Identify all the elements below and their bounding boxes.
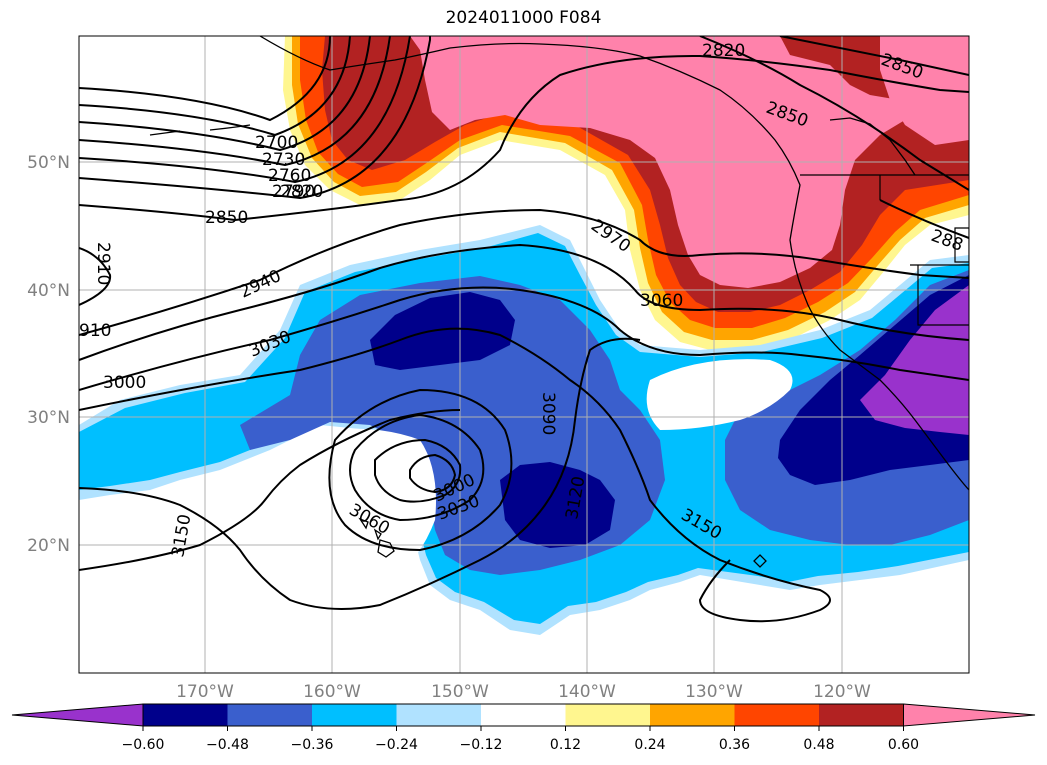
contour-label: 2790 [272,182,315,202]
colorbar-tick-label: −0.48 [206,737,249,753]
political-borders [800,174,969,326]
contour-label: 2700 [255,133,298,153]
colorbar-tick-label: −0.36 [291,737,334,753]
colorbar-tick-label: 0.36 [719,737,750,753]
colorbar-tick-label: −0.12 [460,737,503,753]
contour-label: 2850 [205,208,248,228]
lon-label-140w: 140°W [558,682,616,702]
contour-label: 3090 [538,392,558,435]
contour-label: 2820 [702,41,745,61]
colorbar-outline [142,703,904,727]
height-contours [79,36,969,623]
colorbar-tick-label: 0.60 [888,737,919,753]
lon-label-120w: 120°W [813,682,871,702]
latitude-axis: 50°N 40°N 30°N 20°N [27,153,70,556]
colorbar-segment [734,704,819,726]
longitude-axis: 170°W 160°W 150°W 140°W 130°W 120°W [176,682,871,702]
contour-labels: 2700 2730 2760 2790 2820 2850 2910 910 2… [79,41,966,559]
colorbar: −0.60 −0.48 −0.36 −0.24 −0.12 0.12 0.24 0.36 0.4… [11,703,1036,753]
positive-anomaly-pink-ne [880,36,969,145]
map-title: 2024011000 F084 [445,8,602,28]
colorbar-segment [481,704,566,726]
contour-label: 2820 [280,182,323,202]
map-plot-area [79,36,969,673]
lat-label-50n: 50°N [27,153,70,173]
contour-label: 2730 [262,150,305,170]
lat-label-40n: 40°N [27,281,70,301]
colorbar-segment [396,704,481,726]
lon-label-160w: 160°W [303,682,361,702]
colorbar-segment [650,704,735,726]
contour-label: 2910 [93,242,113,285]
neutral-high-east [646,359,793,430]
contour-label: 2760 [268,166,311,186]
colorbar-extend-low [11,703,144,727]
lat-label-30n: 30°N [27,408,70,428]
contour-label: 910 [79,321,111,341]
negative-anomaly-navy-south [500,462,615,548]
colorbar-segment [227,704,312,726]
colorbar-tick-label: −0.60 [122,737,165,753]
colorbar-segment [143,704,228,726]
map-frame [78,35,970,674]
colorbar-segment [819,704,904,726]
colorbar-tick-label: 0.12 [550,737,581,753]
lon-label-150w: 150°W [431,682,489,702]
colorbar-segment [565,704,650,726]
contour-label: 3060 [640,291,683,311]
contour-label: 3000 [103,373,146,393]
colorbar-tick-label: 0.24 [634,737,665,753]
colorbar-extend-high [903,703,1036,727]
lon-label-170w: 170°W [176,682,234,702]
colorbar-tick-label: −0.24 [375,737,418,753]
lat-label-20n: 20°N [27,536,70,556]
colorbar-tick-label: 0.48 [803,737,834,753]
neutral-high-west [274,428,436,594]
colorbar-segment [312,704,397,726]
negative-anomaly-purple [860,285,969,435]
lon-label-130w: 130°W [685,682,743,702]
negative-anomaly-navy [370,292,515,370]
